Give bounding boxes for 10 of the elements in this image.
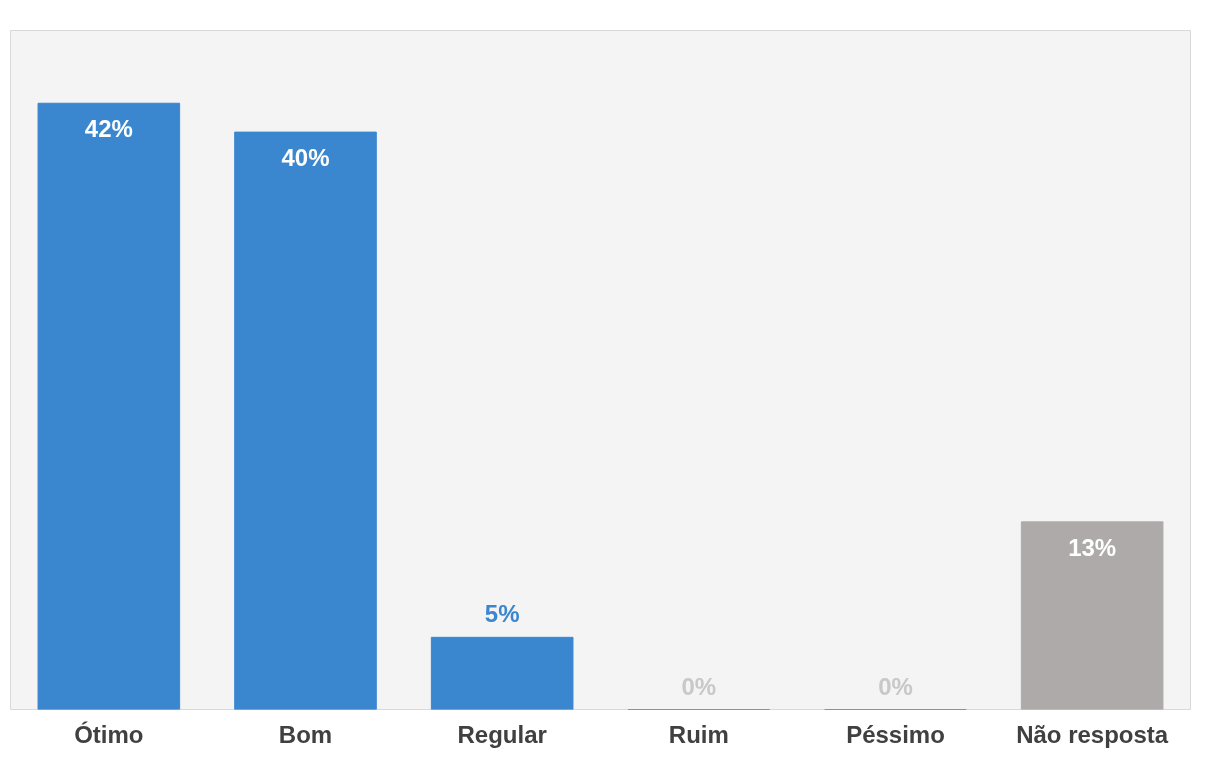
data-label: 42% — [84, 115, 133, 143]
x-tick-label: Péssimo — [846, 720, 945, 748]
data-label: 40% — [281, 144, 330, 172]
x-tick-label: Ruim — [668, 720, 729, 748]
x-tick-label: Bom — [278, 720, 333, 748]
x-tick-label: Regular — [457, 720, 547, 748]
x-tick-label: Ótimo — [74, 720, 144, 748]
data-label: 5% — [484, 600, 520, 628]
data-label: 13% — [1068, 533, 1117, 561]
x-tick-label: Não resposta — [1016, 720, 1169, 748]
